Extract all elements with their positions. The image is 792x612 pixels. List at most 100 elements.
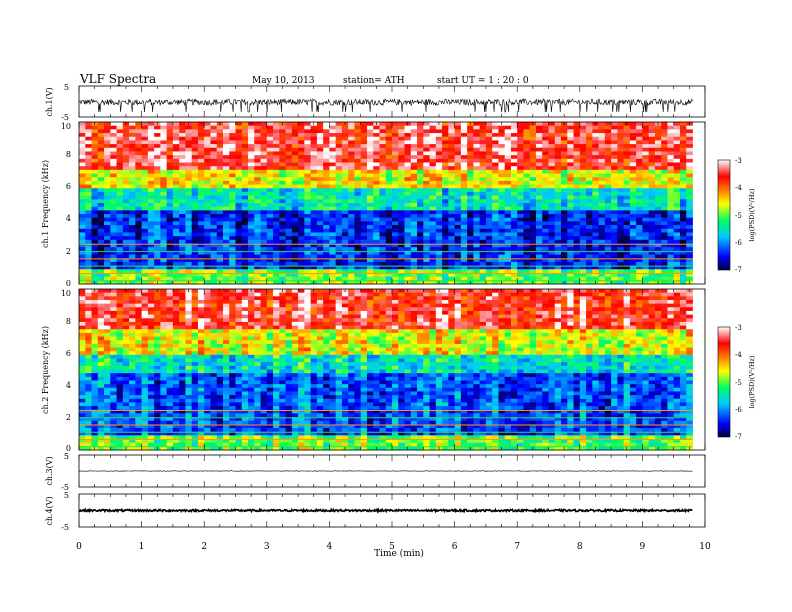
spectrogram-cell: [335, 155, 343, 160]
spectrogram-cell: [366, 272, 374, 278]
spectrogram-cell: [485, 221, 493, 226]
spectrogram-cell: [529, 214, 537, 219]
spectrogram-cell: [141, 133, 149, 138]
spectrogram-cell: [285, 162, 293, 167]
spectrogram-cell: [248, 250, 255, 255]
spectrogram-cell: [473, 236, 481, 241]
spectrogram-cell: [122, 158, 130, 163]
spectrogram-cell: [423, 243, 430, 248]
spectrogram-cell: [310, 147, 318, 152]
spectrogram-cell: [604, 177, 612, 182]
spectrogram-cell: [172, 289, 180, 294]
spectrogram-cell: [573, 280, 581, 285]
spectrogram-cell: [417, 225, 424, 230]
spectrogram-cell: [197, 188, 205, 193]
spectrogram-cell: [504, 307, 512, 312]
spectrogram-cell: [147, 129, 155, 134]
spectrogram-cell: [373, 151, 380, 156]
spectrogram-cell: [241, 166, 249, 171]
spectrogram-cell: [517, 162, 524, 167]
spectrogram-cell: [279, 232, 286, 237]
spectrogram-cell: [210, 210, 218, 215]
ch1-waveform-trace: [78, 97, 693, 113]
spectrogram-cell: [360, 265, 368, 270]
spectrogram-cell: [260, 239, 268, 244]
spectrogram-cell: [160, 203, 168, 208]
spectrogram-cell: [479, 225, 487, 230]
spectrogram-cell: [442, 191, 449, 197]
spectrogram-cell: [510, 177, 518, 182]
spectrogram-cell: [316, 199, 324, 204]
spectrogram-cell: [329, 243, 337, 248]
spectrogram-cell: [435, 236, 443, 241]
spectrogram-cell: [686, 261, 693, 266]
spectrogram-cell: [460, 133, 468, 138]
spectrogram-cell: [542, 206, 549, 211]
spectrogram-cell: [116, 250, 124, 255]
spectrogram-cell: [417, 232, 424, 237]
spectrogram-cell: [323, 169, 330, 174]
spectrogram-cell: [166, 243, 174, 248]
spectrogram-cell: [204, 280, 211, 285]
spectrogram-cell: [517, 236, 524, 241]
spectrogram-cell: [360, 247, 368, 252]
spectrogram-cell: [448, 258, 455, 263]
spectrogram-cell: [260, 261, 268, 266]
spectrogram-cell: [204, 214, 211, 219]
spectrogram-cell: [460, 173, 468, 178]
spectrogram-cell: [154, 188, 161, 193]
spectrogram-cell: [254, 310, 261, 316]
spectrogram-cell: [423, 299, 430, 305]
spectrogram-cell: [197, 258, 205, 263]
spectrogram-cell: [679, 289, 687, 294]
spectrogram-cell: [229, 269, 236, 274]
spectrogram-cell: [467, 247, 474, 252]
spectrogram-cell: [354, 203, 362, 208]
spectrogram-cell: [222, 296, 230, 301]
spectrogram-cell: [160, 144, 168, 149]
spectrogram-cell: [310, 272, 318, 278]
spectrogram-cell: [523, 144, 531, 149]
spectrogram-cell: [598, 129, 606, 134]
spectrogram-cell: [366, 265, 374, 270]
spectrogram-cell: [510, 199, 518, 204]
spectrogram-cell: [529, 166, 537, 171]
spectrogram-cell: [661, 261, 668, 266]
spectrogram-cell: [579, 180, 587, 185]
spectrogram-cell: [654, 129, 662, 134]
spectrogram-cell: [147, 155, 155, 160]
spectrogram-cell: [429, 125, 437, 130]
spectrogram-cell: [398, 191, 405, 197]
spectrogram-cell: [636, 307, 643, 312]
spectrogram-cell: [185, 125, 193, 130]
spectrogram-cell: [592, 191, 599, 197]
spectrogram-cell: [341, 243, 349, 248]
spectrogram-cell: [235, 276, 243, 281]
spectrogram-cell: [291, 299, 299, 305]
spectrogram-cell: [510, 184, 518, 189]
spectrogram-cell: [492, 265, 499, 270]
spectrogram-cell: [85, 147, 92, 152]
spectrogram-cell: [222, 225, 230, 230]
spectrogram-cell: [241, 136, 249, 141]
spectrogram-cell: [636, 122, 643, 127]
spectrogram-cell: [667, 261, 675, 266]
spectrogram-cell: [467, 250, 474, 255]
spectrogram-cell: [216, 155, 224, 160]
spectrogram-cell: [492, 195, 499, 200]
spectrogram-cell: [492, 166, 499, 171]
spectrogram-cell: [679, 133, 687, 138]
spectrogram-cell: [579, 162, 587, 167]
spectrogram-cell: [141, 147, 149, 152]
spectrogram-cell: [235, 225, 243, 230]
spectrogram-cell: [304, 173, 312, 178]
spectrogram-cell: [542, 239, 549, 244]
spectrogram-cell: [529, 265, 537, 270]
spectrogram-cell: [398, 133, 405, 138]
spectrogram-cell: [629, 272, 637, 278]
spectrogram-cell: [654, 292, 662, 297]
spectrogram-cell: [204, 129, 211, 134]
spectrogram-cell: [222, 292, 230, 297]
spectrogram-cell: [279, 292, 286, 297]
spectrogram-cell: [467, 254, 474, 259]
